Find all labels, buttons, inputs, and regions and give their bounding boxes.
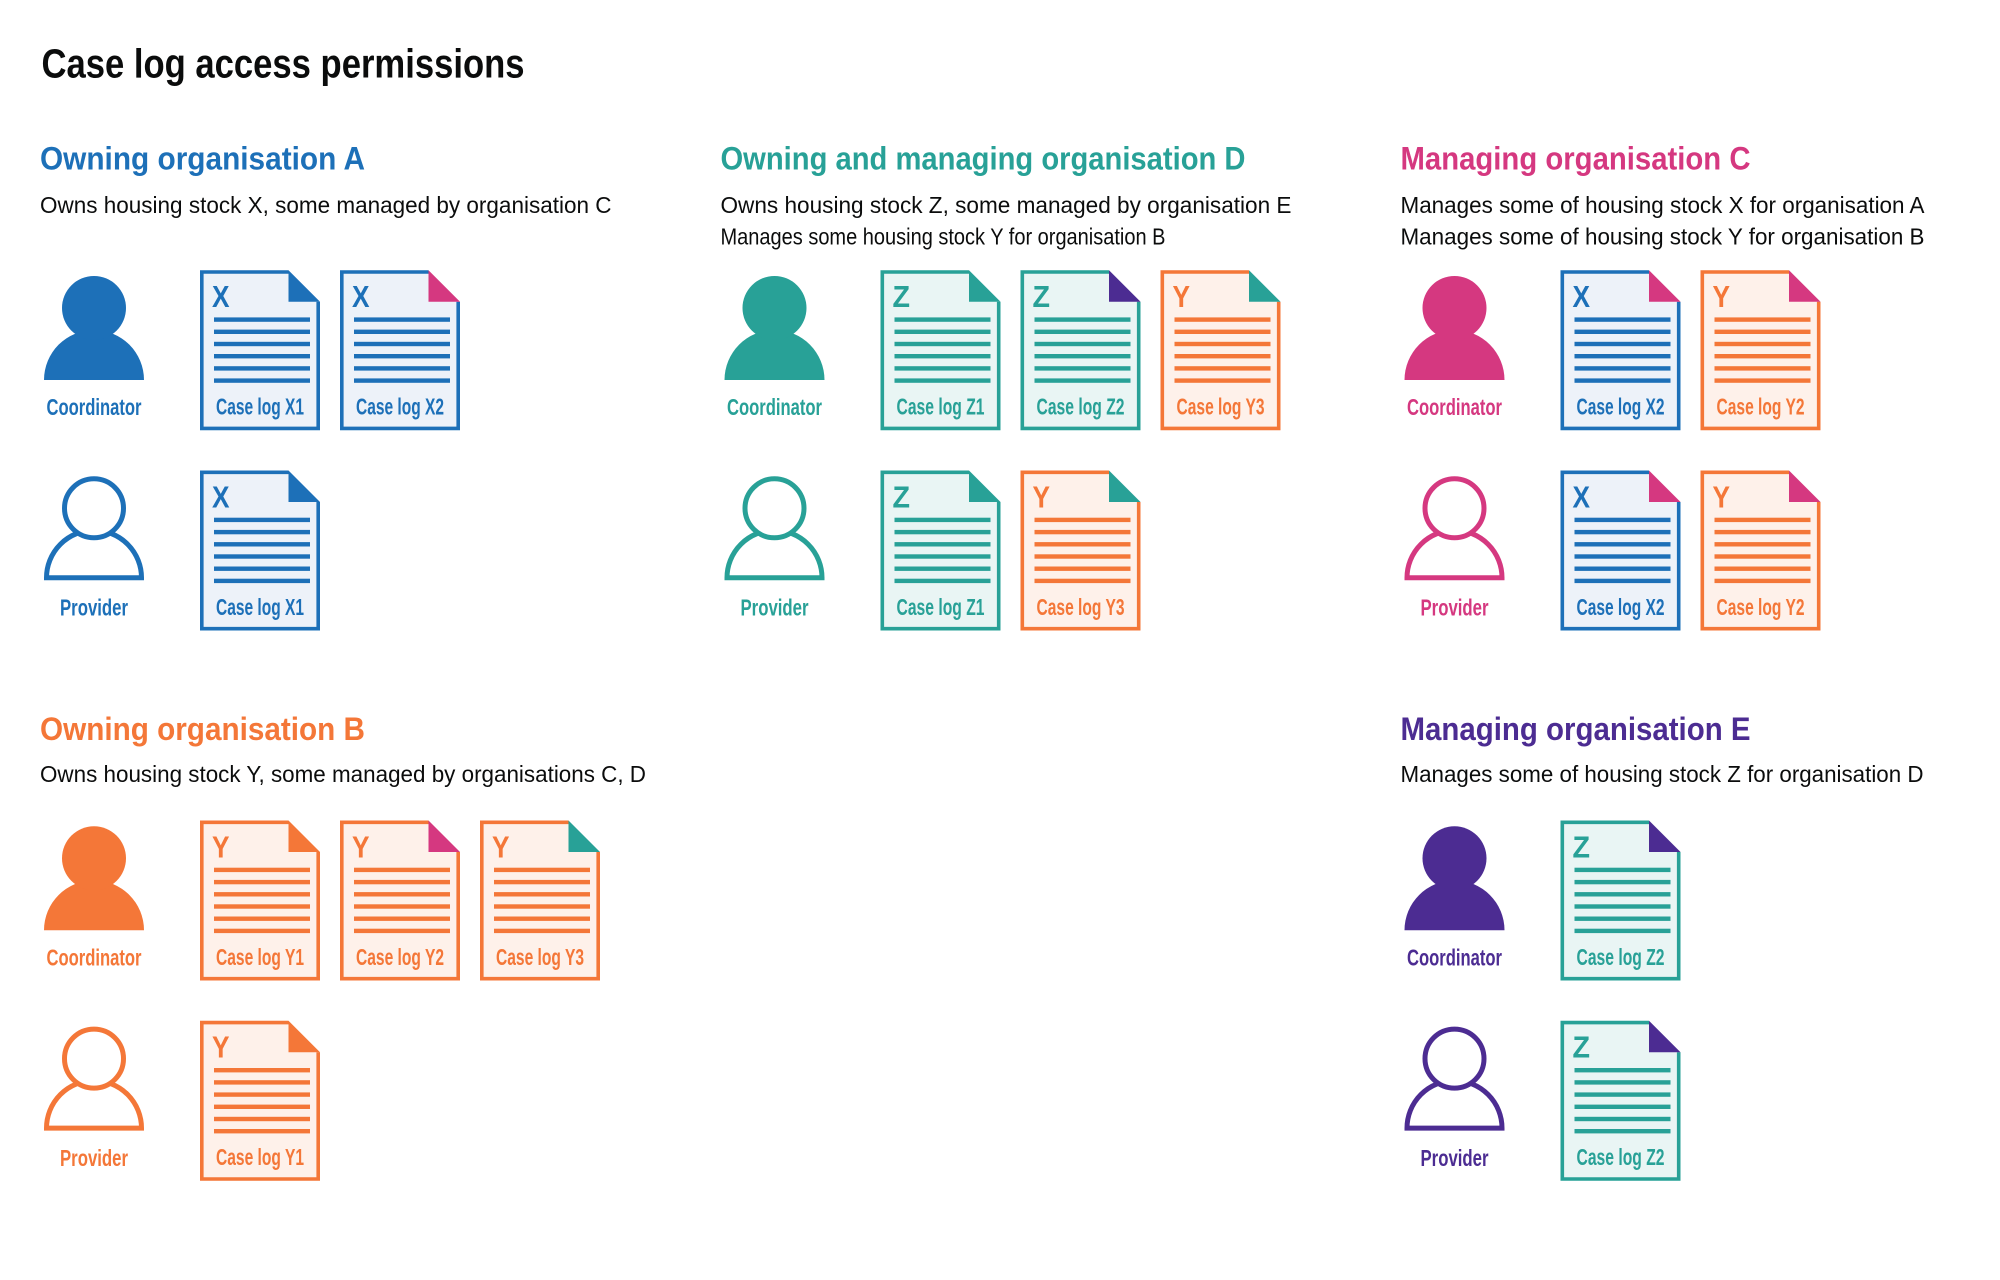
- svg-text:Z: Z: [893, 280, 911, 314]
- svg-text:Case log Y3: Case log Y3: [1177, 394, 1265, 420]
- svg-text:Case log Z2: Case log Z2: [1577, 1144, 1665, 1170]
- svg-text:Manages some of housing stock: Manages some of housing stock Y for orga…: [1401, 223, 1925, 249]
- svg-text:Owning organisation A: Owning organisation A: [40, 141, 365, 177]
- svg-text:Managing organisation E: Managing organisation E: [1401, 711, 1751, 747]
- svg-text:X: X: [1573, 480, 1591, 514]
- svg-text:Manages some of housing stock: Manages some of housing stock Z for orga…: [1401, 761, 1924, 787]
- svg-text:Coordinator: Coordinator: [727, 394, 822, 420]
- svg-text:Y: Y: [492, 830, 510, 864]
- svg-text:Coordinator: Coordinator: [47, 945, 142, 971]
- svg-text:Y: Y: [1713, 280, 1731, 314]
- svg-text:Case log X2: Case log X2: [356, 394, 444, 420]
- svg-text:Z: Z: [1573, 830, 1591, 864]
- svg-text:Z: Z: [1573, 1031, 1591, 1065]
- svg-text:Coordinator: Coordinator: [47, 394, 142, 420]
- svg-text:Y: Y: [212, 1031, 230, 1065]
- svg-text:Case log Y1: Case log Y1: [216, 1144, 304, 1170]
- svg-text:Z: Z: [893, 480, 911, 514]
- svg-text:Manages some of housing stock: Manages some of housing stock X for orga…: [1401, 192, 1925, 218]
- svg-text:Owning and managing organisati: Owning and managing organisation D: [721, 141, 1246, 177]
- svg-text:Z: Z: [1033, 280, 1051, 314]
- svg-text:Coordinator: Coordinator: [1407, 945, 1502, 971]
- svg-text:Coordinator: Coordinator: [1407, 394, 1502, 420]
- svg-text:Y: Y: [1713, 480, 1731, 514]
- svg-text:Manages some housing stock Y f: Manages some housing stock Y for organis…: [721, 223, 1166, 249]
- svg-text:Case log Z2: Case log Z2: [1577, 944, 1665, 970]
- svg-text:Case log Y3: Case log Y3: [1037, 594, 1125, 620]
- svg-text:Y: Y: [212, 830, 230, 864]
- svg-text:Provider: Provider: [1421, 1145, 1489, 1171]
- svg-text:X: X: [1573, 280, 1591, 314]
- svg-text:Y: Y: [352, 830, 370, 864]
- svg-text:Managing organisation C: Managing organisation C: [1401, 141, 1751, 177]
- svg-text:Case log Y1: Case log Y1: [216, 944, 304, 970]
- svg-text:Owns housing stock Y, some man: Owns housing stock Y, some managed by or…: [40, 761, 646, 787]
- svg-text:Owns housing stock Z, some man: Owns housing stock Z, some managed by or…: [721, 192, 1292, 218]
- svg-text:Case log X1: Case log X1: [216, 394, 304, 420]
- svg-text:Case log X2: Case log X2: [1577, 594, 1665, 620]
- svg-text:Provider: Provider: [1421, 595, 1489, 621]
- svg-text:Case log Z1: Case log Z1: [897, 594, 985, 620]
- svg-text:Case log Z2: Case log Z2: [1037, 394, 1125, 420]
- svg-text:Owning organisation B: Owning organisation B: [40, 711, 365, 747]
- svg-text:Provider: Provider: [741, 595, 809, 621]
- svg-text:X: X: [212, 480, 230, 514]
- svg-text:Case log X2: Case log X2: [1577, 394, 1665, 420]
- svg-text:Case log Y2: Case log Y2: [1717, 394, 1805, 420]
- svg-text:Case log Y3: Case log Y3: [496, 944, 584, 970]
- svg-text:Case log Z1: Case log Z1: [897, 394, 985, 420]
- svg-text:Case log Y2: Case log Y2: [1717, 594, 1805, 620]
- svg-text:Case log Y2: Case log Y2: [356, 944, 444, 970]
- svg-text:Y: Y: [1033, 480, 1051, 514]
- svg-text:X: X: [212, 280, 230, 314]
- svg-text:Case log access permissions: Case log access permissions: [42, 41, 525, 87]
- svg-text:Y: Y: [1173, 280, 1191, 314]
- svg-text:Provider: Provider: [60, 595, 128, 621]
- svg-text:Case log X1: Case log X1: [216, 594, 304, 620]
- svg-text:Provider: Provider: [60, 1145, 128, 1171]
- svg-text:X: X: [352, 280, 370, 314]
- svg-text:Owns housing stock X, some man: Owns housing stock X, some managed by or…: [40, 192, 612, 218]
